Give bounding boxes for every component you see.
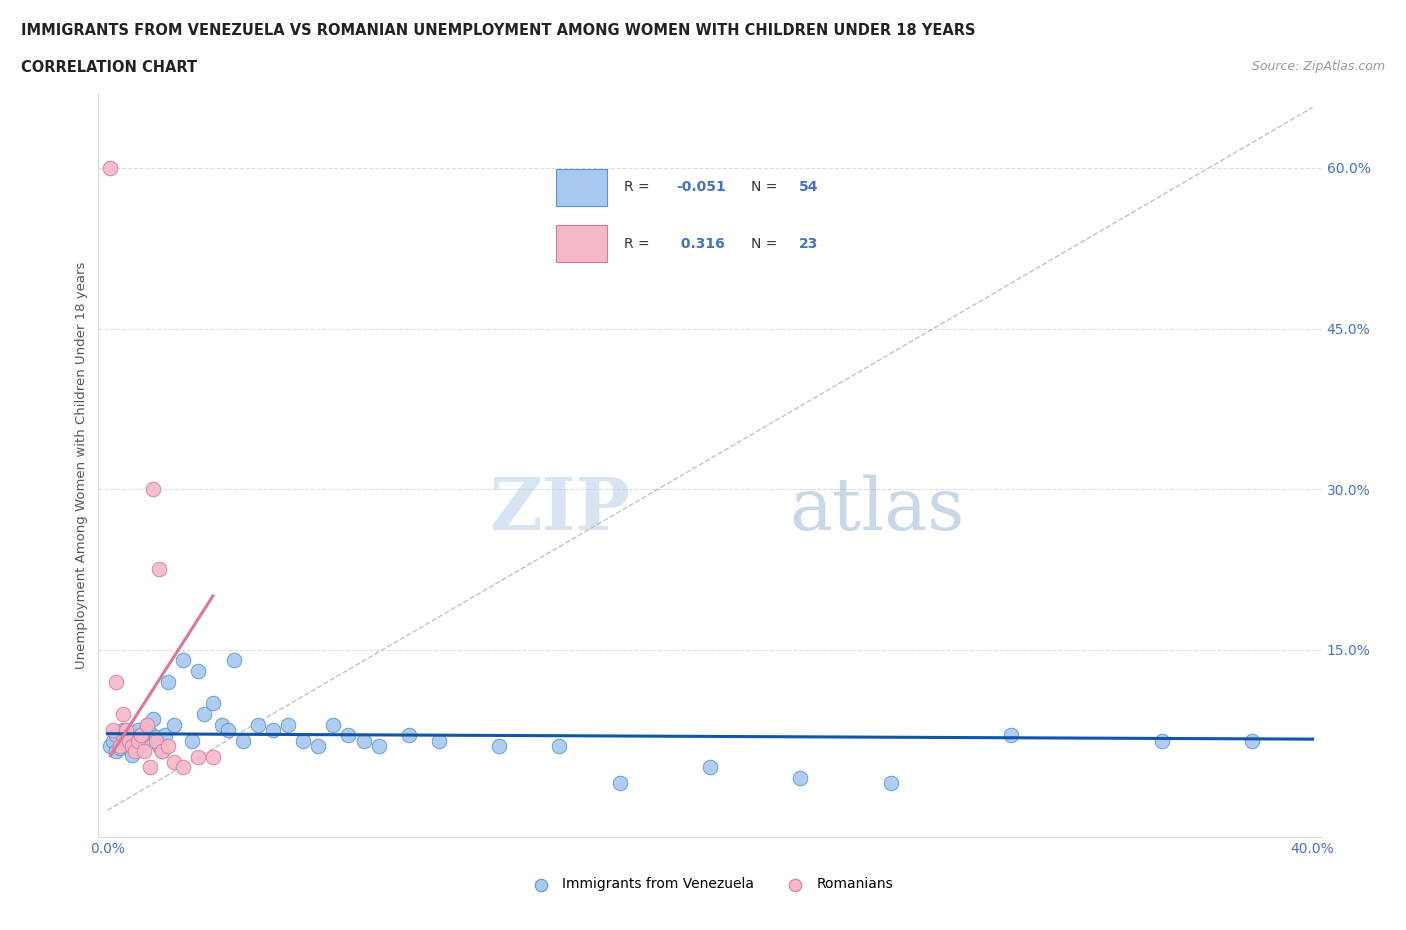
Point	[211, 717, 233, 732]
Point	[398, 728, 420, 743]
Point	[124, 725, 146, 740]
Point	[117, 733, 139, 748]
Point	[129, 728, 152, 743]
Point	[172, 653, 194, 668]
Point	[117, 740, 139, 755]
Text: IMMIGRANTS FROM VENEZUELA VS ROMANIAN UNEMPLOYMENT AMONG WOMEN WITH CHILDREN UND: IMMIGRANTS FROM VENEZUELA VS ROMANIAN UN…	[21, 23, 976, 38]
Point	[201, 750, 224, 764]
Point	[132, 733, 155, 748]
Point	[163, 717, 186, 732]
Point	[105, 744, 128, 759]
Point	[156, 674, 179, 689]
Point	[1150, 733, 1173, 748]
Point	[100, 738, 122, 753]
Point	[201, 696, 224, 711]
Point	[548, 738, 571, 753]
Point	[222, 653, 245, 668]
Point	[145, 733, 167, 748]
Point	[121, 738, 143, 753]
Point	[138, 760, 160, 775]
Point	[187, 664, 209, 679]
Point	[145, 730, 167, 745]
Point	[277, 717, 299, 732]
Point	[427, 733, 450, 748]
Point	[789, 771, 811, 786]
Point	[121, 747, 143, 762]
Point	[129, 728, 152, 743]
Point	[337, 728, 360, 743]
Point	[105, 728, 128, 743]
Point	[103, 723, 125, 737]
Point	[262, 723, 284, 737]
Point	[322, 717, 344, 732]
Point	[292, 733, 315, 748]
Point	[124, 744, 146, 759]
Point	[127, 740, 149, 755]
Point	[121, 730, 143, 745]
Legend: Immigrants from Venezuela, Romanians: Immigrants from Venezuela, Romanians	[522, 872, 898, 897]
Point	[135, 717, 157, 732]
Point	[114, 723, 136, 737]
Point	[150, 744, 173, 759]
Point	[111, 723, 134, 737]
Point	[111, 707, 134, 722]
Point	[699, 760, 721, 775]
Y-axis label: Unemployment Among Women with Children Under 18 years: Unemployment Among Women with Children U…	[75, 261, 89, 669]
Point	[148, 562, 170, 577]
Text: Source: ZipAtlas.com: Source: ZipAtlas.com	[1251, 60, 1385, 73]
Point	[148, 738, 170, 753]
Point	[153, 728, 176, 743]
Point	[193, 707, 215, 722]
Point	[880, 776, 903, 790]
Point	[217, 723, 239, 737]
Text: atlas: atlas	[790, 474, 965, 545]
Point	[163, 754, 186, 769]
Point	[172, 760, 194, 775]
Point	[114, 737, 136, 751]
Point	[105, 674, 128, 689]
Point	[247, 717, 270, 732]
Point	[111, 730, 134, 745]
Text: CORRELATION CHART: CORRELATION CHART	[21, 60, 197, 75]
Point	[187, 750, 209, 764]
Point	[150, 744, 173, 759]
Point	[135, 717, 157, 732]
Point	[1241, 733, 1264, 748]
Point	[108, 738, 131, 753]
Point	[142, 482, 165, 497]
Point	[156, 738, 179, 753]
Point	[132, 744, 155, 759]
Point	[127, 723, 149, 737]
Text: ZIP: ZIP	[489, 474, 630, 545]
Point	[1000, 728, 1022, 743]
Point	[232, 733, 254, 748]
Point	[609, 776, 631, 790]
Point	[353, 733, 375, 748]
Point	[127, 733, 149, 748]
Point	[103, 733, 125, 748]
Point	[367, 738, 389, 753]
Point	[180, 733, 202, 748]
Point	[138, 725, 160, 740]
Point	[142, 711, 165, 726]
Point	[307, 738, 329, 753]
Point	[488, 738, 510, 753]
Point	[108, 740, 131, 755]
Point	[100, 161, 122, 176]
